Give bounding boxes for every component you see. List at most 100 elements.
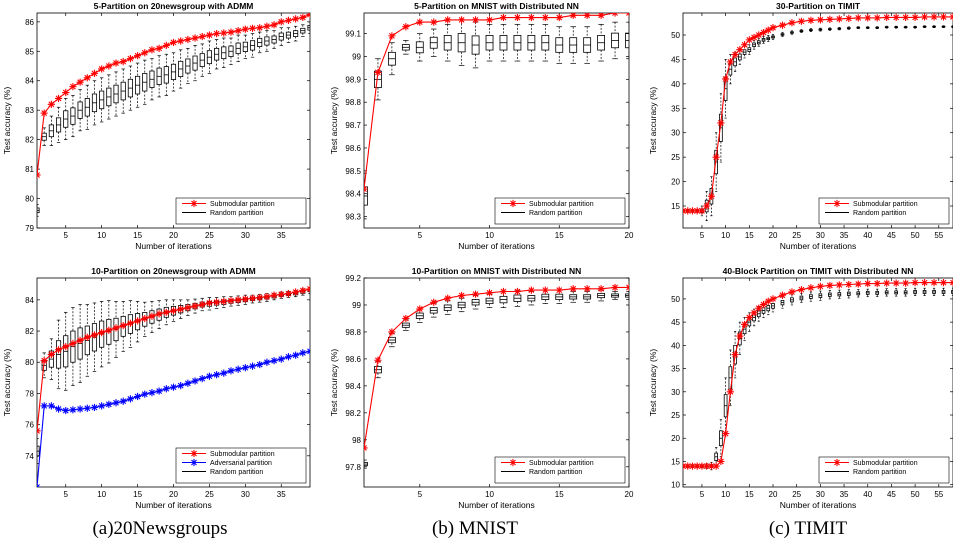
series-marker-submodular (485, 16, 494, 24)
series-marker-submodular (625, 13, 629, 17)
series-marker-adversarial (162, 385, 170, 393)
series-marker-submodular (416, 305, 424, 313)
series-marker-submodular (816, 16, 824, 24)
series-marker-submodular (750, 309, 758, 317)
x-tick-label: 10 (97, 490, 106, 499)
series-marker-submodular (555, 13, 563, 22)
x-tick-label: 5 (64, 490, 69, 499)
series-marker-submodular (37, 427, 41, 435)
series-marker-submodular (717, 119, 725, 127)
y-axis-label: Test accuracy (%) (648, 349, 658, 417)
chart-panel-4: 10-Partition on 20newsgroup with ADMM 5 10… (2, 266, 311, 510)
chart-title: 40-Block Partition on TIMIT with Distrib… (723, 266, 914, 276)
x-tick-label: 20 (169, 231, 178, 240)
series-marker-submodular (241, 295, 249, 303)
plot-area (37, 13, 310, 217)
series-marker-submodular (712, 462, 720, 470)
y-axis-label: Test accuracy (%) (648, 87, 658, 155)
series-marker-submodular (722, 429, 730, 438)
series-marker-submodular (105, 62, 113, 70)
series-marker-submodular (816, 282, 824, 290)
series-marker-submodular (740, 320, 749, 329)
series-marker-submodular (930, 13, 938, 21)
y-tick-label: 98.5 (345, 167, 361, 176)
y-tick-label: 98.3 (345, 213, 361, 222)
legend-marker (190, 458, 198, 467)
series-marker-adversarial (69, 406, 77, 414)
series-marker-submodular (892, 13, 900, 21)
x-tick-label: 35 (277, 490, 286, 499)
plot-area (683, 279, 953, 471)
chart-title: 10-Partition on MNIST with Distributed N… (412, 266, 582, 276)
series-marker-submodular (169, 307, 178, 315)
series-marker-submodular (90, 331, 99, 339)
series-marker-submodular (83, 333, 91, 341)
y-tick-label: 98.4 (345, 382, 361, 391)
legend-label: Random partition (210, 210, 263, 217)
series-marker-submodular (402, 23, 410, 31)
x-tick-label: 35 (840, 231, 849, 240)
series-marker-submodular (854, 14, 862, 22)
y-tick-label: 98.8 (345, 328, 361, 337)
legend-box (818, 197, 950, 225)
x-tick-label: 40 (863, 490, 872, 499)
series-marker-submodular (205, 299, 214, 307)
legend-label: Submodular partition (210, 451, 275, 458)
series-marker-adversarial (241, 364, 249, 372)
y-tick-label: 20 (671, 178, 680, 187)
y-tick-label: 45 (671, 55, 680, 64)
series-marker-submodular (864, 14, 872, 22)
x-axis-label: Number of iterations (135, 500, 212, 510)
chart-title: 5-Partition on 20newsgroup with ADMM (94, 1, 254, 11)
series-marker-adversarial (205, 372, 214, 380)
y-tick-label: 97.8 (345, 463, 361, 472)
series-marker-submodular (105, 326, 113, 334)
series-marker-submodular (256, 24, 264, 32)
plot-frame (363, 12, 630, 229)
series-marker-submodular (920, 279, 929, 287)
y-tick-label: 98.6 (345, 144, 361, 153)
series-marker-submodular (184, 304, 192, 312)
y-tick-label: 98.8 (345, 98, 361, 107)
plot-area (364, 283, 629, 469)
series-marker-submodular (541, 13, 549, 22)
chart-panel-3: 30-Partition on TIMIT 5 10 15 20 25 30 35 40 45 50… (648, 1, 953, 251)
y-axis-label: Test accuracy (%) (329, 87, 339, 155)
series-marker-adversarial (270, 357, 278, 365)
series-marker-submodular (191, 34, 199, 42)
series-marker-submodular (541, 286, 549, 294)
y-tick-label: 86 (25, 18, 34, 27)
y-tick-label: 98.2 (345, 409, 361, 418)
series-marker-submodular (263, 22, 271, 30)
x-tick-label: 15 (745, 490, 754, 499)
legend-label: Submodular partition (210, 201, 275, 208)
legend-label: Submodular partition (853, 201, 918, 208)
chart-title: 30-Partition on TIMIT (776, 1, 861, 11)
legend-box (494, 456, 626, 484)
series-marker-submodular (731, 351, 739, 359)
series-marker-submodular (769, 24, 777, 32)
series-marker-submodular (788, 19, 796, 27)
x-tick-label: 30 (241, 490, 250, 499)
y-tick-label: 30 (671, 388, 680, 397)
series-marker-adversarial (155, 387, 163, 395)
x-tick-label: 5 (700, 231, 705, 240)
legend-marker (190, 199, 198, 208)
y-tick-label: 81 (25, 165, 34, 174)
series-marker-submodular (299, 286, 307, 295)
series-marker-submodular (292, 15, 300, 23)
series-marker-adversarial (169, 383, 178, 391)
series-marker-submodular (807, 16, 815, 24)
x-tick-label: 20 (769, 231, 778, 240)
series-marker-adversarial (47, 402, 55, 410)
series-marker-adversarial (76, 405, 84, 413)
series-marker-adversarial (112, 399, 120, 407)
series-marker-submodular (755, 304, 763, 312)
legend: Submodular partition Random partition (818, 456, 950, 484)
series-marker-submodular (797, 17, 806, 25)
x-tick-label: 50 (911, 490, 920, 499)
series-marker-submodular (220, 29, 228, 37)
series-marker-submodular (388, 328, 396, 336)
x-tick-label: 5 (64, 231, 69, 240)
